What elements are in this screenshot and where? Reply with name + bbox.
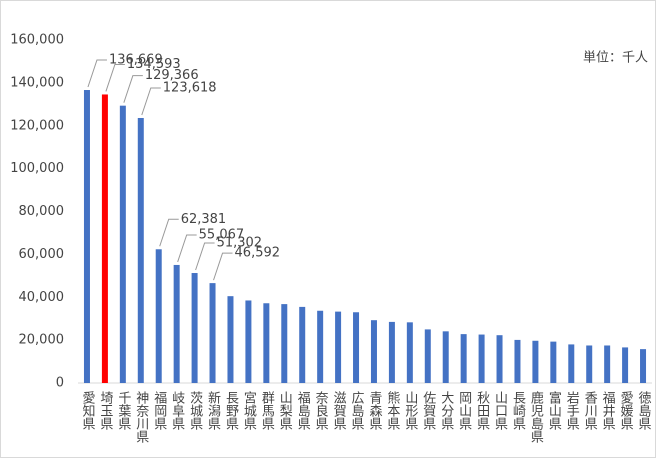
x-tick-label: 福岡県 [151,391,167,430]
bar [586,345,593,383]
bar [424,329,431,383]
bar [604,345,611,383]
x-tick-label: 福井県 [600,391,616,430]
value-label: 129,366 [145,68,199,83]
x-tick-label: 佐賀県 [420,391,436,430]
leader-line [105,63,125,92]
x-tick-label: 愛媛県 [618,391,634,430]
y-tick-label: 20,000 [19,333,65,348]
y-tick-label: 80,000 [19,204,65,219]
value-label: 46,592 [235,246,281,261]
x-tick-label: 千葉県 [115,391,131,430]
value-label: 62,381 [181,212,227,227]
x-tick-label: 滋賀県 [331,391,347,430]
bar [406,322,413,383]
leader-line [195,242,215,271]
bar [514,339,521,383]
leader-line [177,234,197,263]
bar [532,340,539,383]
x-tick-label: 広島県 [349,391,365,430]
bar [442,331,449,383]
x-tick-label: 大分県 [438,391,454,430]
bar [496,335,503,383]
x-tick-label: 山口県 [492,391,508,430]
x-tick-label: 埼玉県 [97,391,113,430]
y-tick-label: 100,000 [10,161,64,176]
x-tick-label: 香川県 [582,391,598,430]
x-tick-label: 徳島県 [636,391,652,430]
bar [353,312,360,383]
bar [568,344,575,383]
bar [478,334,485,383]
bar [281,304,288,383]
bar [640,349,647,383]
leader-line [141,87,161,116]
bar [388,321,395,383]
x-tick-label: 長崎県 [510,391,526,430]
x-tick-label: 茨城県 [187,391,203,430]
x-tick-label: 熊本県 [384,390,400,430]
x-tick-label: 岐阜県 [169,391,185,430]
value-label: 51,302 [217,236,263,251]
x-tick-label: 秋田県 [474,391,490,430]
bar [460,334,467,383]
x-tick-label: 愛知県 [79,391,95,430]
bar [209,283,216,383]
y-tick-label: 60,000 [19,247,65,262]
bar [245,300,252,383]
x-tick-label: 宮城県 [241,390,257,430]
bar [173,264,180,383]
bar [83,90,90,383]
x-tick-label: 山梨県 [277,391,293,430]
y-tick-label: 140,000 [10,75,64,90]
leader-line [123,75,143,103]
x-tick-label: 奈良県 [313,391,329,430]
bar [550,341,557,383]
y-tick-label: 160,000 [10,33,64,48]
leader-line [213,252,233,281]
leader-line [159,218,179,247]
x-tick-label: 福島県 [295,391,311,430]
bar [299,306,306,383]
x-tick-label: 岩手県 [564,391,580,430]
x-tick-label: 長野県 [223,391,239,430]
bar [119,105,126,384]
bar [101,94,108,384]
bar [263,303,270,383]
leader-line [87,59,107,88]
x-tick-label: 神奈川県 [133,391,149,443]
bar [370,320,377,383]
bar [137,117,144,384]
value-label: 136,669 [109,53,163,68]
x-tick-label: 新潟県 [205,390,221,430]
x-tick-label: 群馬県 [259,391,275,430]
x-tick-label: 鹿児島県 [528,390,544,443]
bar [155,249,162,383]
bar [335,311,342,383]
x-tick-label: 青森県 [366,391,382,430]
y-tick-label: 40,000 [19,290,65,305]
bar [317,310,324,383]
value-label: 134,593 [127,57,181,72]
bar [622,347,629,383]
value-label: 123,618 [163,80,217,95]
unit-annotation: 単位：千人 [583,50,648,66]
y-tick-label: 0 [56,376,64,391]
x-tick-label: 山形県 [402,391,418,430]
x-tick-label: 富山県 [546,390,562,430]
y-tick-label: 120,000 [10,118,64,133]
bar [191,273,198,383]
x-tick-label: 岡山県 [456,391,472,430]
value-label: 55,067 [199,227,245,242]
bar [227,296,234,383]
